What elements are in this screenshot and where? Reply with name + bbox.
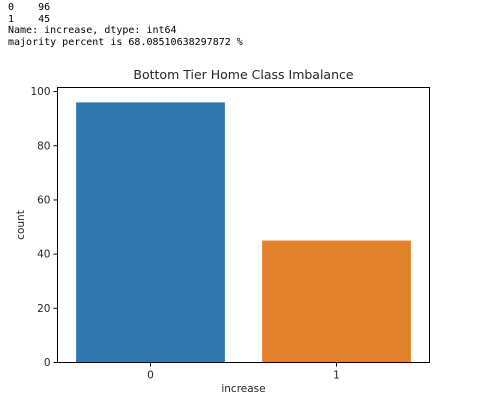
x-tick-label: 0: [147, 370, 154, 382]
bars-group: [76, 102, 411, 363]
y-tick-label: 40: [37, 249, 50, 261]
x-axis-label: increase: [221, 383, 265, 395]
bar-1: [262, 240, 411, 363]
y-tick-label: 20: [37, 303, 50, 315]
bar-0: [76, 102, 225, 363]
chart-title: Bottom Tier Home Class Imbalance: [133, 67, 353, 82]
y-tick-label: 60: [37, 194, 50, 206]
x-tick-label: 1: [333, 370, 340, 382]
y-tick-label: 0: [44, 357, 51, 369]
output-line: majority percent is 68.08510638297872 %: [8, 36, 243, 48]
output-line: 0 96: [8, 2, 51, 13]
y-tick-label: 80: [37, 140, 50, 152]
y-axis: 0 20 40 60 80 100: [30, 86, 58, 369]
plot-frame: [57, 87, 430, 363]
y-axis-label: count: [15, 210, 27, 240]
y-tick-label: 100: [30, 86, 50, 98]
output-line: Name: increase, dtype: int64: [8, 25, 177, 36]
console-output: 0 96 1 45 Name: increase, dtype: int64 m…: [8, 2, 243, 48]
output-line: 1 45: [8, 13, 51, 25]
